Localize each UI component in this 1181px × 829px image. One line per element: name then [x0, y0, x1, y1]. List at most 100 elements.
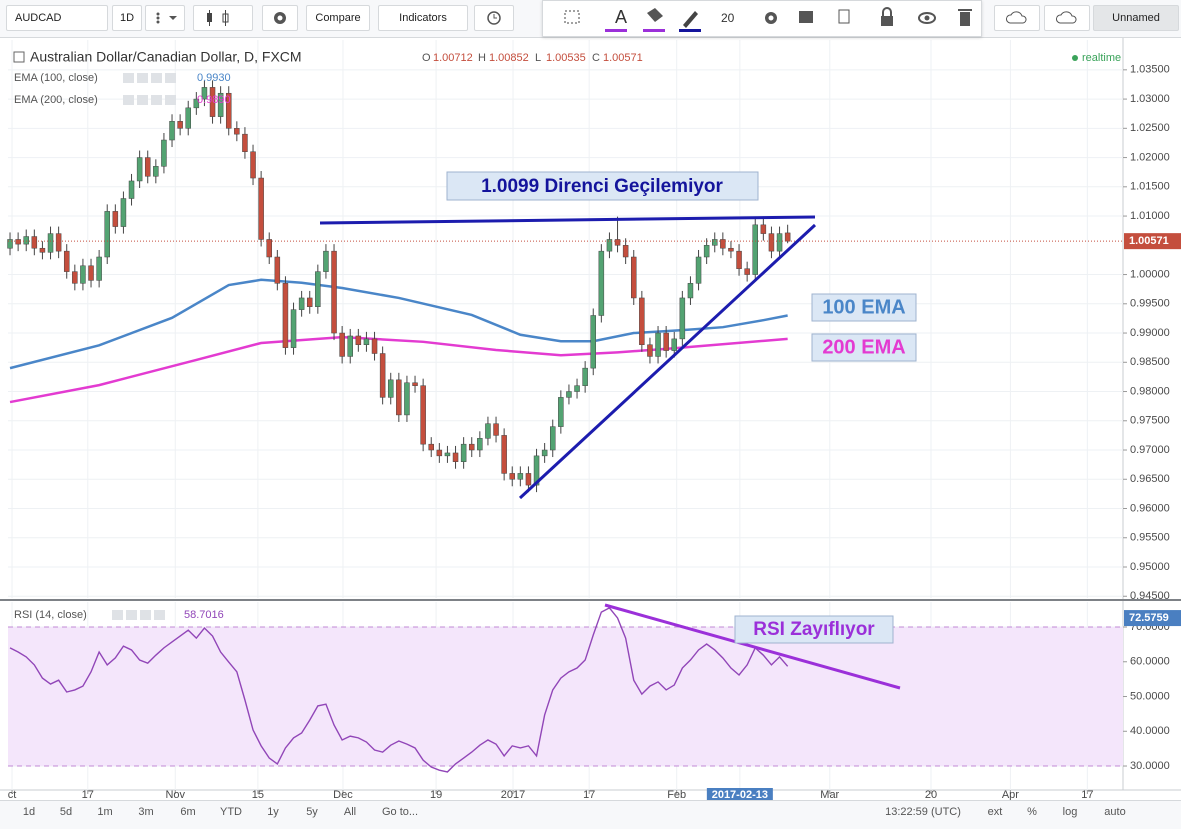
candle-body	[501, 435, 507, 474]
candle-body	[55, 233, 62, 252]
plot	[7, 80, 1123, 794]
candle-body	[306, 297, 313, 307]
x-tick-label: Nov	[165, 789, 185, 801]
font-size[interactable]: 20	[721, 11, 735, 25]
annotation-box	[446, 171, 759, 201]
compare-button[interactable]: Compare	[306, 5, 370, 31]
candle-body	[574, 385, 580, 392]
bottom-item[interactable]: log	[1062, 806, 1078, 818]
candle-body	[282, 283, 289, 348]
bottom-item[interactable]: All	[343, 806, 357, 818]
annotation: 1.0099 Direnci Geçilemiyor	[481, 176, 723, 197]
menu[interactable]	[145, 5, 185, 31]
candle-body	[452, 452, 459, 462]
save-layout[interactable]	[1044, 5, 1090, 31]
bottom-item[interactable]: ext	[987, 806, 1003, 818]
candle-body	[31, 236, 38, 249]
legend-button	[165, 95, 176, 105]
ohlc-value: 1.00535	[546, 52, 586, 64]
candle-body	[630, 256, 637, 299]
candle-body	[39, 247, 46, 253]
x-tick-label: Feb	[667, 789, 686, 801]
bottom-item[interactable]: YTD	[220, 806, 242, 818]
candle-body	[258, 177, 264, 240]
candle-body	[104, 211, 110, 258]
ohlc-label: L	[535, 52, 541, 64]
candle-body	[752, 224, 758, 275]
bottom-item[interactable]: auto	[1104, 806, 1126, 818]
y-tick-label: 1.00000	[1130, 268, 1170, 280]
candle-body	[331, 250, 337, 334]
candle-body	[136, 157, 143, 182]
candle-body	[768, 233, 775, 252]
bottom-item[interactable]: Go to...	[381, 806, 419, 818]
y-tick-label: 30.0000	[1130, 760, 1170, 772]
y-tick-label: 1.02500	[1130, 122, 1170, 134]
candle-body	[209, 87, 216, 117]
x-tick-label: 2017-02-13	[712, 789, 768, 801]
bottom-item[interactable]: 1y	[267, 806, 279, 818]
candle-body	[371, 338, 378, 354]
candle-body	[460, 443, 467, 462]
bottom-item[interactable]: 1m	[97, 806, 113, 818]
candle-body	[784, 232, 791, 242]
ohlc-label: C	[592, 52, 600, 64]
ema-line	[9, 335, 788, 404]
bottom-item[interactable]: %	[1027, 806, 1037, 818]
bottom-item[interactable]: 1d	[22, 806, 36, 818]
candle-body	[363, 338, 370, 345]
candle-body	[177, 121, 183, 129]
annotation: RSI Zayıflıyor	[753, 619, 875, 640]
y-tick-label: 0.98000	[1130, 385, 1170, 397]
candle-body	[347, 335, 353, 357]
x-tick-label: 2017	[501, 789, 525, 801]
drawing-toolbar: A 20	[542, 0, 982, 37]
candle-body	[80, 265, 86, 284]
legend-button	[165, 73, 176, 83]
layout-name[interactable]: Unnamed	[1093, 5, 1179, 31]
indicators-button[interactable]: Indicators	[378, 5, 468, 31]
candle-body	[744, 268, 750, 275]
candle-body	[776, 233, 783, 252]
chart-style[interactable]	[193, 5, 253, 31]
candle-body	[7, 239, 13, 249]
candle-body	[468, 443, 475, 451]
settings[interactable]	[262, 5, 298, 31]
candle-body	[355, 335, 362, 345]
legend-entry: RSI (14, close)	[14, 609, 87, 621]
bottom-item[interactable]: 13:22:59 (UTC)	[885, 806, 961, 818]
x-tick-label: 17	[583, 789, 595, 801]
candle-body	[549, 426, 556, 451]
candle-body	[582, 367, 588, 386]
drawing-icons: A	[564, 7, 972, 32]
bottom-item[interactable]: 5d	[59, 806, 73, 818]
x-tick-label: 17	[82, 789, 94, 801]
ohlc-value: 1.00852	[489, 52, 529, 64]
bottom-item[interactable]: 5y	[306, 806, 318, 818]
legend-button	[140, 610, 151, 620]
interval[interactable]: 1D	[112, 5, 142, 31]
legend-button	[151, 95, 162, 105]
legend-button	[151, 73, 162, 83]
candle-body	[736, 250, 742, 269]
candle-body	[290, 309, 297, 348]
candle-body	[412, 382, 418, 386]
x-tick-label: Dec	[333, 789, 353, 801]
status-dot	[1072, 55, 1078, 61]
last-price-box	[1124, 233, 1181, 250]
candle-body	[250, 151, 256, 179]
bottom-item[interactable]: 6m	[180, 806, 196, 818]
candle-body	[47, 233, 54, 253]
load-layout[interactable]	[994, 5, 1040, 31]
alert[interactable]	[474, 5, 514, 31]
rsi-trendline	[604, 603, 901, 690]
symbol-search[interactable]: AUDCAD	[6, 5, 108, 31]
candle-body	[15, 239, 21, 245]
icon: A	[615, 7, 627, 27]
candle-body	[477, 438, 483, 451]
candle-body	[63, 250, 70, 272]
bottom-item[interactable]: 3m	[138, 806, 154, 818]
candle-body	[298, 297, 305, 310]
chart-title: Australian Dollar/Canadian Dollar, D, FX…	[30, 49, 302, 65]
